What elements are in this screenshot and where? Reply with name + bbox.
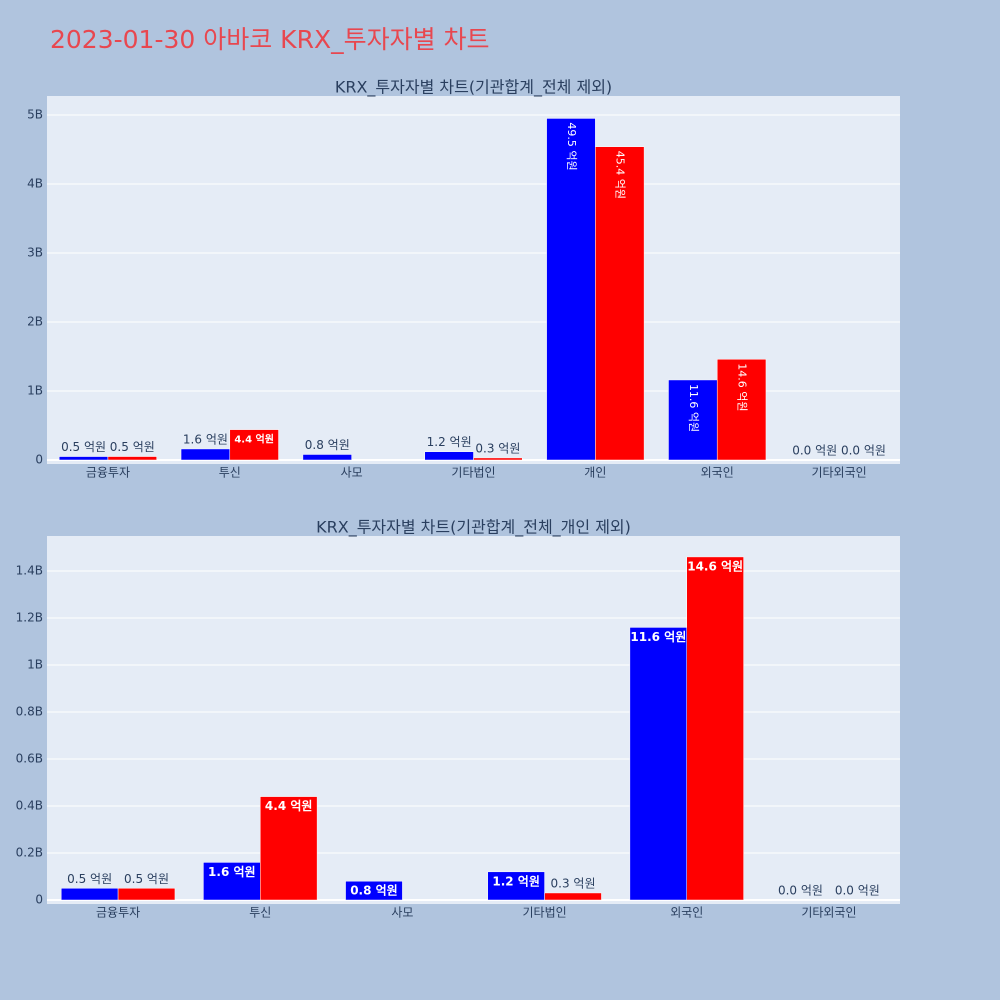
bar [595, 146, 645, 461]
value-label: 0.3 억원 [475, 441, 520, 455]
value-label: 0.0 억원 [778, 884, 823, 898]
x-tick-label: 금융투자 [86, 466, 130, 480]
plot-area [47, 536, 900, 904]
value-label: 4.4 억원 [234, 433, 274, 446]
bar [487, 871, 545, 901]
value-label: 49.5 억원 [565, 122, 578, 170]
value-label: 4.4 억원 [265, 799, 313, 813]
value-label: 1.6 억원 [183, 432, 228, 446]
bar [473, 457, 523, 461]
value-label: 0.0 억원 [835, 884, 880, 898]
bar [229, 429, 279, 461]
value-label: 11.6 억원 [630, 630, 686, 644]
chart-title: KRX_투자자별 차트(기관합계_전체 제외) [335, 78, 612, 98]
y-tick-label: 0.6B [16, 752, 43, 766]
bar [117, 888, 176, 901]
x-tick-label: 외국인 [670, 906, 703, 920]
bar [424, 451, 474, 461]
bar [771, 899, 830, 901]
value-label: 0.5 억원 [124, 872, 169, 886]
value-label: 0.8 억원 [305, 438, 350, 452]
bar [203, 862, 261, 901]
bar [828, 899, 887, 901]
value-label: 0.5 억원 [61, 440, 106, 454]
x-tick-label: 기타법인 [522, 906, 566, 920]
bar [107, 456, 157, 461]
page-title: 2023-01-30 아바코 KRX_투자자별 차트 [50, 25, 490, 54]
x-tick-label: 사모 [341, 466, 363, 480]
value-label: 45.4 억원 [614, 151, 627, 199]
value-label: 1.6 억원 [208, 865, 256, 879]
y-tick-label: 0.2B [16, 846, 43, 860]
x-tick-label: 기타법인 [451, 466, 495, 480]
x-tick-label: 외국인 [701, 466, 734, 480]
value-label: 0.5 억원 [110, 440, 155, 454]
y-tick-label: 1.2B [16, 611, 43, 625]
y-tick-label: 5B [27, 107, 43, 121]
bar [260, 796, 318, 901]
bar [60, 888, 119, 901]
y-tick-label: 1B [27, 658, 43, 672]
y-tick-label: 3B [27, 245, 43, 259]
bar [668, 379, 718, 461]
value-label: 0.0 억원 [841, 443, 886, 457]
bar [302, 454, 352, 461]
value-label: 0.3 억원 [551, 876, 596, 890]
value-label: 0.8 억원 [350, 884, 398, 898]
x-tick-label: 기타외국인 [801, 906, 856, 920]
value-label: 1.2 억원 [492, 874, 540, 888]
x-tick-label: 개인 [584, 466, 606, 480]
y-tick-label: 1B [27, 383, 43, 397]
y-tick-label: 0 [35, 893, 43, 907]
plot-area [47, 96, 900, 464]
x-tick-label: 사모 [391, 906, 413, 920]
value-label: 14.6 억원 [687, 559, 743, 573]
bar [716, 359, 767, 461]
x-tick-label: 기타외국인 [811, 466, 866, 480]
bar [345, 880, 403, 901]
bar [546, 118, 596, 461]
value-label: 11.6 억원 [687, 384, 700, 432]
bar [838, 459, 889, 461]
y-tick-label: 0.4B [16, 799, 43, 813]
chart-title: KRX_투자자별 차트(기관합계_전체_개인 제외) [316, 518, 631, 538]
value-label: 0.0 억원 [792, 443, 837, 457]
value-label: 0.5 억원 [67, 872, 112, 886]
bar [544, 892, 602, 901]
y-tick-label: 4B [27, 176, 43, 190]
bar [686, 556, 744, 901]
x-tick-label: 금융투자 [96, 906, 140, 920]
y-tick-label: 1.4B [16, 564, 43, 578]
x-tick-label: 투신 [219, 466, 241, 480]
y-tick-label: 2B [27, 314, 43, 328]
bar [58, 456, 109, 461]
y-tick-label: 0 [35, 452, 43, 466]
bar [790, 459, 840, 461]
value-label: 14.6 억원 [736, 363, 749, 411]
bar [629, 627, 688, 901]
y-tick-label: 0.8B [16, 705, 43, 719]
x-tick-label: 투신 [249, 906, 271, 920]
value-label: 1.2 억원 [427, 435, 472, 449]
bar [180, 448, 231, 461]
